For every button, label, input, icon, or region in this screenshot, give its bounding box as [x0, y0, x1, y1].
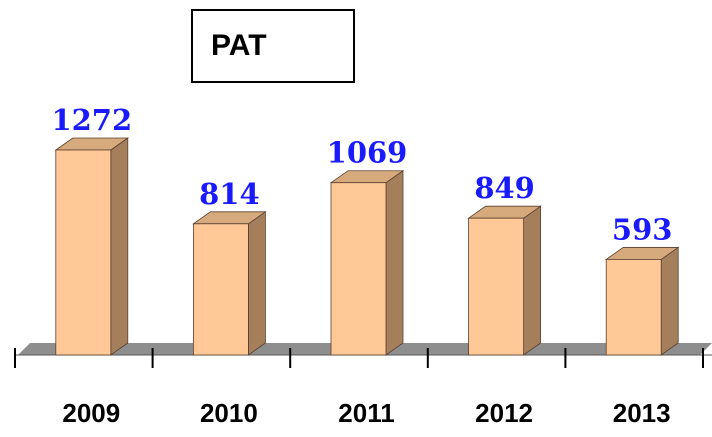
chart-title: PAT — [211, 29, 267, 62]
value-label: 1069 — [327, 136, 408, 170]
bar — [468, 217, 525, 356]
bar — [55, 149, 112, 356]
value-label: 593 — [612, 212, 673, 246]
title-box — [191, 9, 355, 83]
value-label: 814 — [199, 177, 260, 211]
x-tick-label: 2009 — [62, 398, 120, 428]
bar — [192, 223, 249, 356]
x-tick-label: 2012 — [475, 398, 533, 428]
bar-side — [660, 246, 679, 356]
bar — [605, 259, 662, 356]
bar-side — [523, 205, 541, 356]
x-tick-label: 2011 — [338, 398, 394, 428]
value-label: 1272 — [51, 103, 132, 137]
value-label: 849 — [474, 171, 535, 205]
x-tick-label: 2010 — [200, 398, 258, 428]
bar-side — [110, 137, 129, 356]
bar-side — [385, 169, 404, 356]
bar — [330, 182, 387, 356]
x-tick-label: 2013 — [613, 398, 671, 428]
bar-side — [247, 211, 266, 356]
